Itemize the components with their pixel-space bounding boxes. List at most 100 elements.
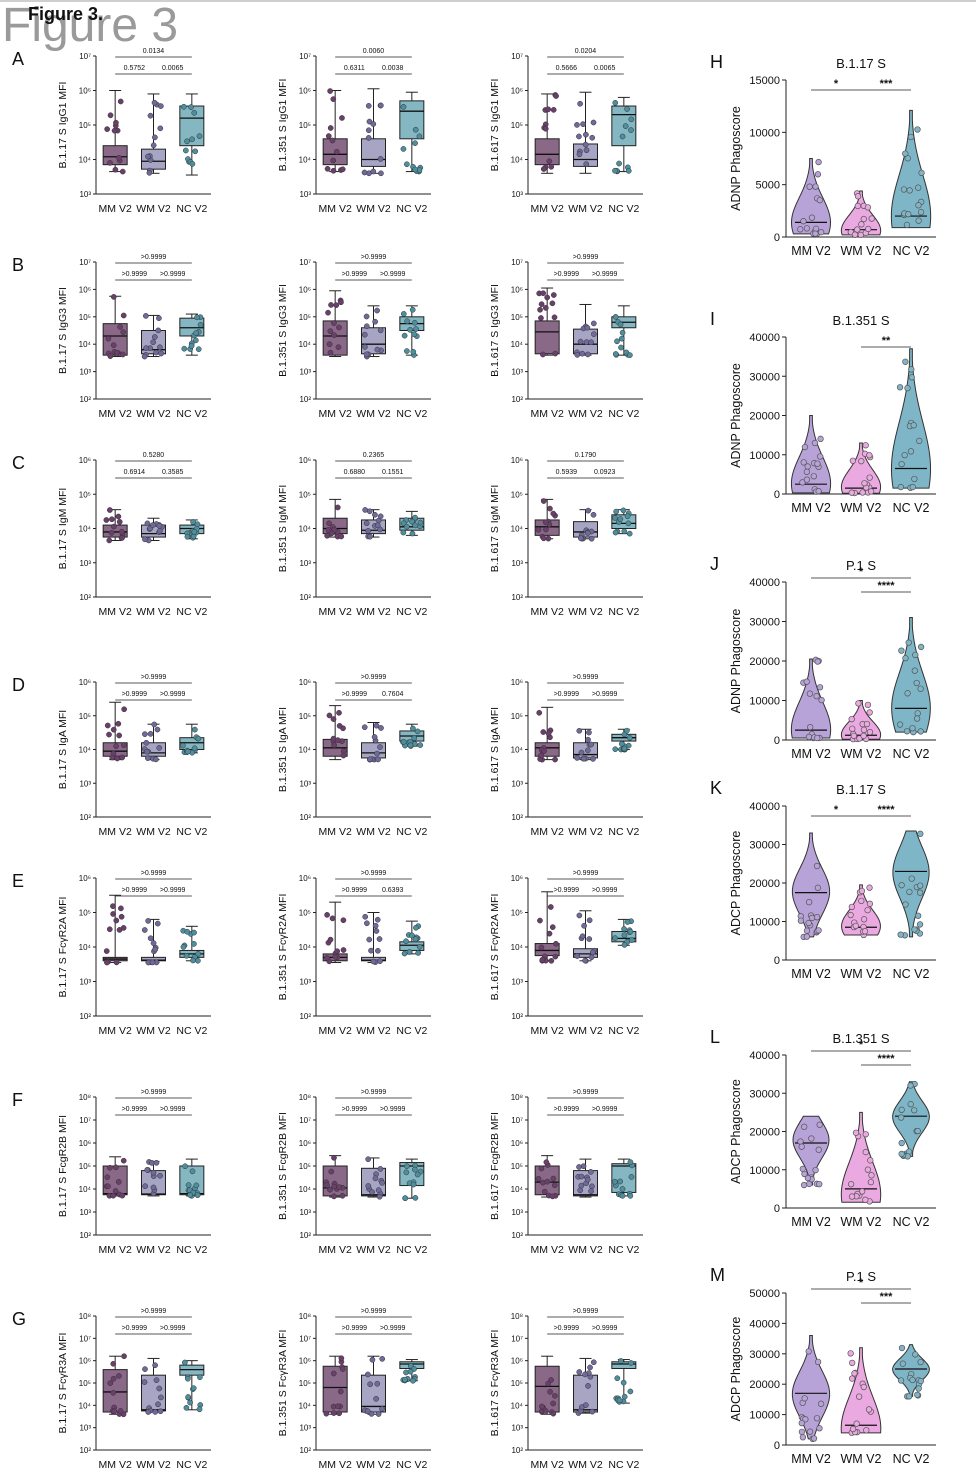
data-point bbox=[185, 1182, 192, 1188]
data-point bbox=[813, 1415, 821, 1422]
sig-label: * bbox=[859, 566, 864, 578]
data-point bbox=[371, 734, 378, 740]
y-tick-label: 0 bbox=[774, 1203, 780, 1215]
data-point bbox=[612, 746, 619, 753]
x-tick-label: MM V2 bbox=[99, 203, 132, 215]
data-point bbox=[865, 1406, 873, 1413]
panel-L-25: L B.1.351 S 0 10000 20000 30000 40000 ADCP Phag… bbox=[710, 1027, 936, 1229]
data-point bbox=[586, 729, 592, 736]
y-axis-label: ADNP Phagoscore bbox=[729, 363, 743, 468]
data-point bbox=[624, 106, 630, 112]
data-point bbox=[403, 938, 409, 945]
y-axis-label: B.1.351 S IgA MFI bbox=[277, 707, 289, 792]
data-point bbox=[848, 903, 855, 910]
sig-label: >0.9999 bbox=[592, 691, 618, 698]
data-point bbox=[580, 121, 586, 128]
data-point bbox=[193, 330, 199, 336]
data-point bbox=[412, 140, 418, 147]
data-point bbox=[903, 221, 911, 229]
data-point bbox=[578, 749, 585, 756]
y-tick-label: 10² bbox=[79, 593, 91, 602]
data-point bbox=[802, 1416, 809, 1423]
y-tick-label: 10⁴ bbox=[511, 340, 524, 349]
data-point bbox=[812, 183, 819, 190]
x-tick-label: MM V2 bbox=[531, 826, 564, 838]
x-tick-label: MM V2 bbox=[531, 606, 564, 618]
data-point bbox=[849, 1359, 856, 1367]
data-point bbox=[187, 1192, 193, 1198]
data-point bbox=[189, 1168, 196, 1175]
data-point bbox=[582, 141, 589, 148]
violin-0 bbox=[790, 415, 832, 494]
panel-sub-17: 10² 10³ 10⁴ 10⁵ 10⁶ 10⁷ 10⁸ B.1.617 S FcgR2B MF… bbox=[489, 1089, 643, 1256]
data-point bbox=[909, 483, 916, 491]
data-point bbox=[157, 344, 163, 351]
data-point bbox=[184, 138, 190, 145]
data-point bbox=[333, 302, 340, 308]
sig-label: 0.5752 bbox=[124, 65, 146, 72]
sig-label: >0.9999 bbox=[361, 1089, 387, 1096]
box-0 bbox=[102, 742, 128, 757]
y-tick-label: 10⁶ bbox=[511, 456, 523, 465]
data-point bbox=[806, 183, 813, 190]
sig-label: 0.5666 bbox=[556, 65, 578, 72]
data-point bbox=[582, 1371, 588, 1378]
x-tick-label: WM V2 bbox=[356, 1244, 391, 1256]
data-point bbox=[338, 299, 344, 306]
y-tick-label: 10⁶ bbox=[299, 456, 311, 465]
data-point bbox=[143, 345, 149, 351]
data-point bbox=[897, 931, 904, 938]
data-point bbox=[579, 933, 586, 940]
panel-E-12: E 10² 10³ 10⁴ 10⁵ 10⁶ B.1.17 S FcγR2A MFI MM V2… bbox=[12, 870, 211, 1037]
data-point bbox=[537, 306, 543, 313]
data-point bbox=[412, 522, 419, 529]
data-point bbox=[325, 133, 332, 139]
box-1 bbox=[573, 948, 598, 958]
y-tick-label: 10⁶ bbox=[299, 1357, 311, 1366]
sig-label: >0.9999 bbox=[361, 1308, 387, 1315]
data-point bbox=[865, 225, 872, 233]
x-tick-label: MM V2 bbox=[791, 501, 831, 515]
data-point bbox=[902, 358, 909, 365]
box-0 bbox=[534, 1365, 560, 1413]
data-point bbox=[379, 1406, 385, 1412]
data-point bbox=[537, 917, 543, 924]
sig-label: * bbox=[834, 804, 839, 816]
data-point bbox=[195, 346, 202, 353]
data-point bbox=[363, 351, 370, 358]
data-point bbox=[112, 1188, 119, 1194]
x-tick-label: WM V2 bbox=[136, 408, 171, 420]
sig-label: * bbox=[834, 78, 839, 90]
panel-letter: F bbox=[12, 1090, 23, 1110]
data-point bbox=[912, 1351, 919, 1358]
data-point bbox=[141, 353, 148, 360]
sig-label: 0.0134 bbox=[143, 48, 165, 55]
x-tick-label: NC V2 bbox=[608, 826, 639, 838]
data-point bbox=[863, 1427, 870, 1434]
sig-label: >0.9999 bbox=[573, 1089, 599, 1096]
sig-label: >0.9999 bbox=[141, 870, 167, 877]
panel-sub-5: 10² 10³ 10⁴ 10⁵ 10⁶ 10⁷ B.1.617 S IgG3 MFI MM V… bbox=[489, 254, 643, 420]
data-point bbox=[590, 756, 596, 762]
data-point bbox=[584, 324, 591, 331]
data-point bbox=[807, 724, 814, 731]
panel-title: B.1.351 S bbox=[832, 313, 889, 328]
data-point bbox=[798, 1428, 806, 1436]
data-point bbox=[798, 1419, 805, 1427]
sig-label: ** bbox=[882, 335, 891, 347]
data-point bbox=[898, 647, 905, 654]
data-point bbox=[327, 88, 333, 94]
y-tick-label: 10000 bbox=[749, 1165, 780, 1177]
data-point bbox=[908, 374, 915, 381]
data-point bbox=[914, 126, 921, 133]
data-point bbox=[906, 187, 913, 194]
x-tick-label: WM V2 bbox=[136, 203, 171, 215]
y-tick-label: 30000 bbox=[749, 1349, 780, 1361]
data-point bbox=[624, 919, 631, 925]
y-tick-label: 10⁶ bbox=[511, 285, 523, 294]
data-point bbox=[194, 314, 200, 321]
data-point bbox=[153, 1377, 160, 1384]
y-tick-label: 10⁶ bbox=[79, 456, 91, 465]
data-point bbox=[538, 301, 545, 308]
data-point bbox=[143, 313, 149, 319]
